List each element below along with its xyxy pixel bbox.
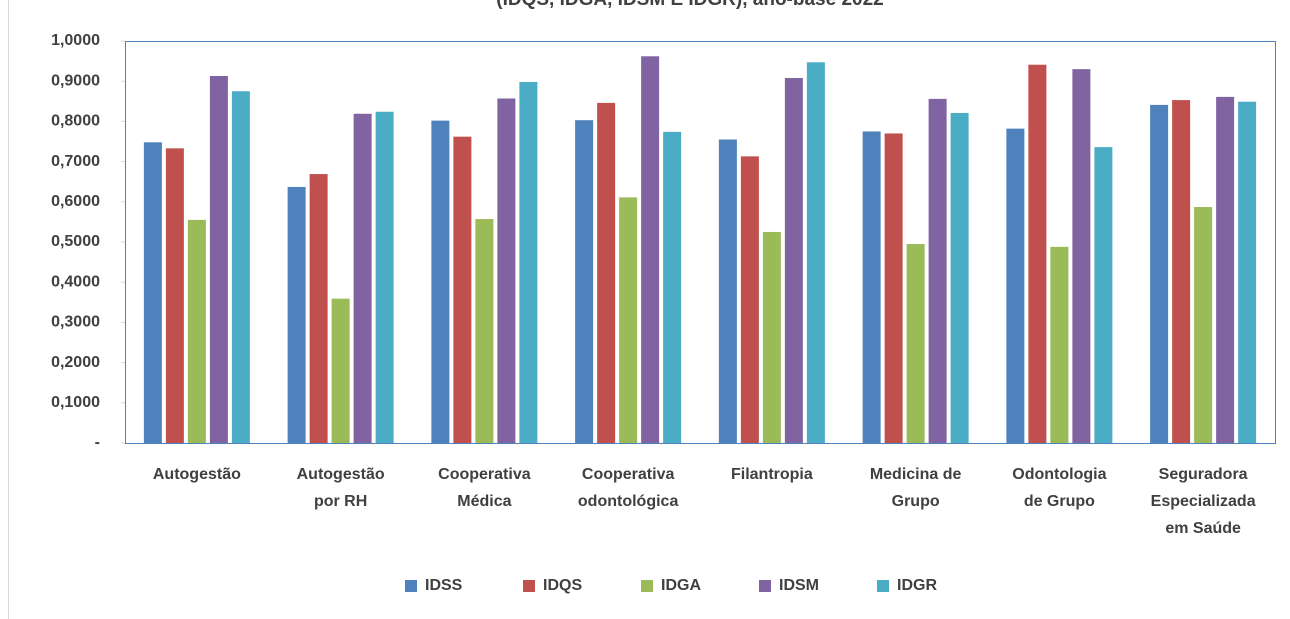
bar: [1072, 69, 1091, 443]
bar: [1028, 64, 1047, 443]
y-tick-label: 0,7000: [51, 153, 100, 170]
bar: [597, 102, 616, 444]
legend-swatch: [877, 580, 889, 592]
bar: [1050, 246, 1069, 443]
x-tick-label: Filantropia: [731, 466, 813, 483]
bar: [950, 112, 969, 443]
y-tick-label: 0,2000: [51, 354, 100, 371]
y-tick-label: 0,8000: [51, 113, 100, 130]
bar: [431, 120, 450, 443]
bar: [806, 62, 825, 443]
bar: [143, 142, 162, 443]
bar: [453, 136, 472, 443]
y-tick-label: 0,4000: [51, 273, 100, 290]
chart-title: (IDQS, IDGA, IDSM E IDGR), ano-base 2022: [496, 0, 883, 10]
plot-border: [125, 41, 1276, 444]
bar: [287, 186, 306, 443]
x-tick-label: Cooperativa Médica: [438, 466, 531, 510]
legend-label: IDGA: [661, 577, 701, 594]
bar: [353, 113, 372, 444]
y-tick-label: 0,6000: [51, 193, 100, 210]
bar: [375, 111, 394, 443]
legend-swatch: [641, 580, 653, 592]
bar: [1094, 147, 1113, 444]
bar: [740, 156, 759, 443]
x-tick-label: Autogestão por RH: [297, 466, 385, 510]
bar: [762, 231, 781, 443]
x-tick-label: Cooperativa odontológica: [578, 466, 679, 510]
legend-label: IDGR: [897, 577, 937, 594]
legend-label: IDQS: [543, 577, 582, 594]
x-tick-label: Seguradora Especializada em Saúde: [1151, 466, 1256, 537]
bar: [497, 98, 516, 444]
y-tick-label: 1,0000: [51, 32, 100, 49]
y-tick-label: 0,1000: [51, 394, 100, 411]
legend-label: IDSM: [779, 577, 819, 594]
x-tick-label: Medicina de Grupo: [870, 466, 962, 510]
bar: [165, 148, 184, 444]
bar: [641, 56, 660, 443]
y-tick-label: 0,3000: [51, 314, 100, 331]
y-tick-label: 0,5000: [51, 233, 100, 250]
x-tick-label: Odontologia de Grupo: [1012, 466, 1106, 510]
bar: [1216, 96, 1235, 444]
bar: [619, 197, 638, 443]
bar: [884, 133, 903, 443]
bar: [309, 174, 328, 443]
y-tick-label: 0,9000: [51, 72, 100, 89]
y-tick-label: -: [95, 434, 100, 451]
bar: [1238, 101, 1257, 444]
legend-swatch: [759, 580, 771, 592]
bar: [663, 131, 682, 444]
bar: [1172, 100, 1191, 444]
bar: [1006, 128, 1025, 444]
bar: [209, 75, 228, 443]
bar: [1150, 104, 1169, 443]
bar: [331, 298, 350, 443]
bar: [784, 77, 803, 443]
bar: [862, 131, 881, 443]
bar: [906, 244, 925, 443]
chart-border: [8, 0, 9, 619]
bar: [231, 91, 250, 443]
bar: [519, 82, 538, 443]
bar: [575, 120, 594, 443]
bar: [928, 98, 947, 443]
bar: [475, 219, 494, 443]
legend-label: IDSS: [425, 577, 463, 594]
bar: [187, 219, 206, 443]
bar: [1194, 207, 1213, 443]
legend-swatch: [405, 580, 417, 592]
x-tick-label: Autogestão: [153, 466, 241, 483]
legend-swatch: [523, 580, 535, 592]
bar: [718, 139, 737, 444]
